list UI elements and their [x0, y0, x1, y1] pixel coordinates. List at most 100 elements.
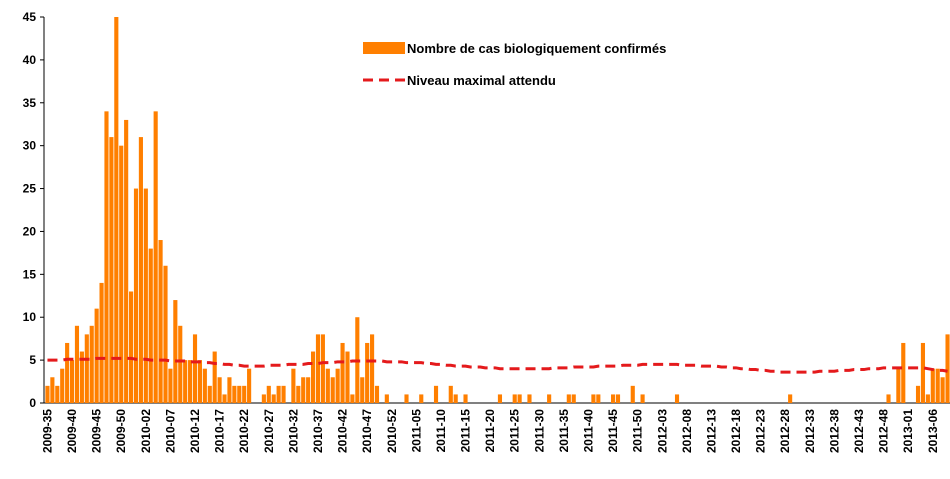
bar [315, 334, 321, 403]
bar [497, 394, 503, 403]
x-tick-label: 2013-06 [926, 409, 940, 453]
x-tick-label: 2009-45 [90, 409, 104, 453]
bar [109, 137, 114, 404]
bar [79, 351, 84, 403]
bar [615, 394, 621, 403]
bar [183, 360, 188, 403]
bar [915, 385, 921, 403]
x-tick-label: 2010-42 [336, 409, 350, 453]
bar [291, 368, 296, 403]
bar [930, 368, 935, 403]
y-tick-label: 45 [23, 10, 37, 24]
bar [247, 368, 252, 403]
bar [138, 137, 143, 404]
line [47, 356, 948, 374]
bar [463, 394, 468, 403]
bar [178, 325, 183, 403]
bar [365, 342, 370, 403]
bar [55, 385, 60, 403]
bar [69, 360, 75, 403]
bar [227, 377, 232, 403]
bar [114, 17, 119, 403]
bar [129, 291, 134, 403]
bar [143, 188, 148, 403]
y-tick-label: 25 [23, 182, 37, 196]
bar [920, 342, 926, 403]
bar [89, 325, 94, 403]
x-tick-label: 2012-43 [852, 409, 866, 453]
bar [84, 334, 89, 403]
x-tick-label: 2009-35 [40, 409, 54, 453]
x-tick-label: 2010-12 [188, 409, 202, 453]
x-tick-label: 2012-08 [680, 409, 694, 453]
bar [325, 368, 330, 403]
bar [896, 368, 901, 403]
x-tick-label: 2011-35 [557, 409, 571, 453]
bar [453, 394, 458, 403]
x-tick-label: 2010-27 [262, 409, 276, 453]
bar [370, 334, 375, 403]
y-tick-label: 0 [29, 396, 36, 410]
x-tick-label: 2012-13 [704, 409, 718, 453]
x-tick-label: 2012-38 [827, 409, 841, 453]
x-tick-label: 2012-33 [803, 409, 817, 453]
legend-swatch [363, 42, 405, 54]
x-tick-label: 2012-28 [778, 409, 792, 453]
bar [104, 111, 109, 403]
x-tick-label: 2010-07 [163, 409, 177, 453]
x-tick-label: 2010-22 [237, 409, 251, 453]
bar [788, 394, 793, 403]
bar [330, 377, 335, 403]
bar [99, 282, 104, 403]
bar [433, 385, 439, 403]
bar [281, 385, 286, 403]
bar [124, 119, 129, 403]
bar [404, 394, 409, 403]
bar [512, 394, 517, 403]
bar [674, 394, 680, 403]
bar [119, 145, 124, 403]
y-tick-label: 20 [23, 224, 37, 238]
bar [266, 385, 271, 403]
x-tick-label: 2011-30 [532, 409, 546, 453]
bar [335, 368, 340, 403]
bar [945, 334, 950, 403]
bar [197, 360, 202, 403]
y-tick-label: 5 [29, 353, 36, 367]
x-tick-label: 2010-32 [286, 409, 300, 453]
x-tick-label: 2010-17 [213, 409, 227, 453]
bar [261, 394, 266, 403]
bar [306, 377, 311, 403]
bar [591, 394, 596, 403]
bar [596, 394, 601, 403]
x-tick-label: 2009-50 [114, 409, 128, 453]
bar [237, 385, 242, 403]
bar [310, 351, 316, 403]
bar [276, 385, 281, 403]
bar [133, 188, 139, 403]
bar [217, 377, 222, 403]
x-tick-label: 2010-02 [139, 409, 153, 453]
legend-label: Nombre de cas biologiquement confirmés [407, 41, 666, 56]
bar [448, 385, 453, 403]
bar [168, 368, 173, 403]
bar [350, 394, 355, 403]
bar [527, 394, 532, 403]
x-tick-label: 2010-47 [360, 409, 374, 453]
bar [60, 368, 65, 403]
bar [925, 394, 930, 403]
y-tick-label: 10 [23, 310, 37, 324]
bar [320, 334, 325, 403]
x-tick-label: 2011-45 [606, 409, 620, 453]
bar [901, 342, 906, 403]
x-tick-label: 2011-25 [508, 409, 522, 453]
x-tick-label: 2012-23 [754, 409, 768, 453]
bar [148, 248, 153, 403]
bar [296, 385, 301, 403]
x-tick-label: 2012-18 [729, 409, 743, 453]
bar [345, 351, 350, 403]
bar [419, 394, 424, 403]
bar [158, 240, 163, 403]
bar [886, 394, 891, 403]
